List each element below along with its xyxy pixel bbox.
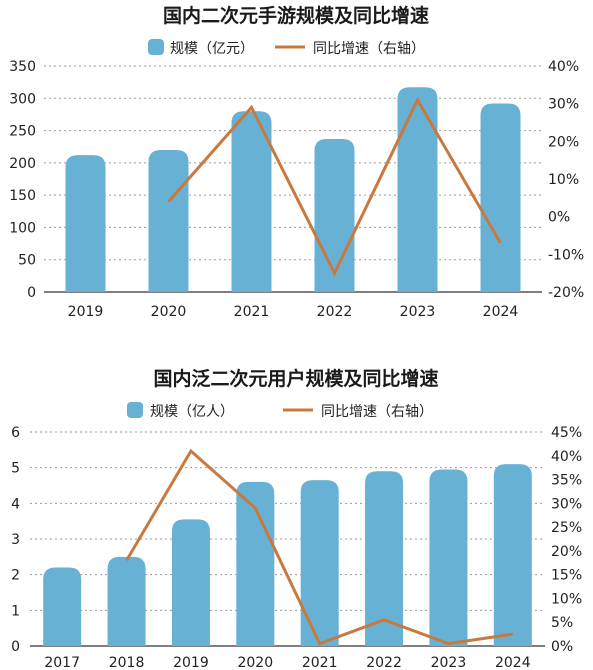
left-tick-label: 250: [9, 124, 36, 140]
left-tick-label: 300: [9, 91, 36, 107]
x-tick-label: 2020: [151, 304, 187, 320]
legend-bar-swatch: [127, 402, 143, 418]
right-tick-label: 40%: [551, 449, 582, 465]
right-tick-label: 35%: [551, 473, 582, 489]
left-tick-label: 200: [9, 156, 36, 172]
right-tick-label: 40%: [548, 59, 579, 75]
right-tick-label: 20%: [551, 544, 582, 560]
right-tick-label: 0%: [548, 210, 570, 226]
bar: [480, 103, 521, 292]
left-tick-label: 5: [11, 461, 20, 477]
left-tick-label: 150: [9, 188, 36, 204]
x-tick-label: 2024: [483, 304, 519, 320]
right-tick-label: 10%: [548, 172, 579, 188]
bars: [65, 87, 521, 293]
left-axis-ticks: 0 1 2 3 4 5 6: [11, 425, 20, 655]
growth-line: [125, 448, 514, 646]
left-tick-label: 2: [11, 568, 20, 584]
bars: [43, 464, 532, 646]
legend-line-label: 同比增速（右轴）: [313, 41, 425, 57]
left-tick-label: 6: [11, 425, 20, 441]
legend: 规模（亿人） 同比增速（右轴）: [127, 402, 433, 420]
left-tick-label: 1: [11, 603, 20, 619]
x-tick-label: 2019: [68, 304, 104, 320]
left-axis-ticks: 0 50 100 150 200 250 300 350: [9, 59, 36, 301]
right-axis-ticks: 0% 5% 10% 15% 20% 25% 30% 35% 40% 45%: [551, 425, 582, 655]
x-tick-label: 2021: [302, 655, 338, 670]
x-axis-ticks: 2019 2020 2021 2022 2023 2024: [68, 304, 519, 320]
left-tick-label: 100: [9, 220, 36, 236]
chart-title: 国内二次元手游规模及同比增速: [163, 4, 429, 27]
left-tick-label: 350: [9, 59, 36, 75]
right-axis-ticks: -20% -10% 0% 10% 20% 30% 40%: [548, 59, 584, 301]
right-tick-label: 15%: [551, 568, 582, 584]
x-tick-label: 2023: [431, 655, 467, 670]
x-tick-label: 2023: [400, 304, 436, 320]
right-tick-label: 25%: [551, 520, 582, 536]
gridlines: [44, 65, 542, 293]
legend-bar-swatch: [148, 39, 164, 55]
chart-user-scale: 国内泛二次元用户规模及同比增速 规模（亿人） 同比增速（右轴） 0123456 …: [11, 367, 582, 670]
x-tick-label: 2021: [234, 304, 270, 320]
bar: [171, 519, 210, 646]
right-tick-label: 0%: [551, 639, 573, 655]
bar: [148, 149, 189, 292]
growth-line: [167, 96, 502, 277]
x-tick-label: 2018: [109, 655, 145, 670]
left-tick-label: 0: [27, 285, 36, 301]
legend-bar-label: 规模（亿人）: [150, 404, 234, 420]
x-tick-label: 2024: [495, 655, 531, 670]
bar: [65, 155, 106, 292]
bar: [231, 111, 272, 292]
right-tick-label: -10%: [548, 247, 584, 263]
right-tick-label: 45%: [551, 425, 582, 441]
bar: [429, 469, 468, 646]
left-tick-label: 4: [11, 496, 20, 512]
bar: [493, 464, 532, 646]
legend-bar-label: 规模（亿元）: [170, 41, 254, 57]
bar: [314, 138, 355, 292]
chart-title: 国内泛二次元用户规模及同比增速: [153, 367, 438, 390]
x-tick-label: 2019: [173, 655, 209, 670]
bar: [236, 481, 275, 646]
bar: [107, 556, 146, 646]
left-tick-label: 0: [11, 639, 20, 655]
bar: [300, 480, 339, 646]
x-axis-ticks: 2017 2018 2019 2020 2021 2022 2023 2024: [44, 655, 530, 670]
bar: [397, 87, 438, 293]
left-tick-label: 3: [11, 532, 20, 548]
right-tick-label: 20%: [548, 134, 579, 150]
right-tick-label: -20%: [548, 285, 584, 301]
left-tick-label: 50: [18, 253, 36, 269]
chart-game-market: 国内二次元手游规模及同比增速 规模（亿元） 同比增速（右轴） 0 50 100 150…: [9, 4, 584, 320]
x-tick-label: 2022: [317, 304, 353, 320]
right-tick-label: 5%: [551, 615, 573, 631]
right-tick-label: 30%: [551, 496, 582, 512]
legend-line-label: 同比增速（右轴）: [321, 404, 433, 420]
legend: 规模（亿元） 同比增速（右轴）: [148, 39, 425, 57]
x-tick-label: 2017: [44, 655, 80, 670]
bar: [43, 567, 82, 646]
x-tick-label: 2022: [366, 655, 402, 670]
gridlines: [30, 431, 545, 647]
right-tick-label: 30%: [548, 97, 579, 113]
bar: [365, 471, 404, 646]
right-tick-label: 10%: [551, 591, 582, 607]
x-tick-label: 2020: [237, 655, 273, 670]
